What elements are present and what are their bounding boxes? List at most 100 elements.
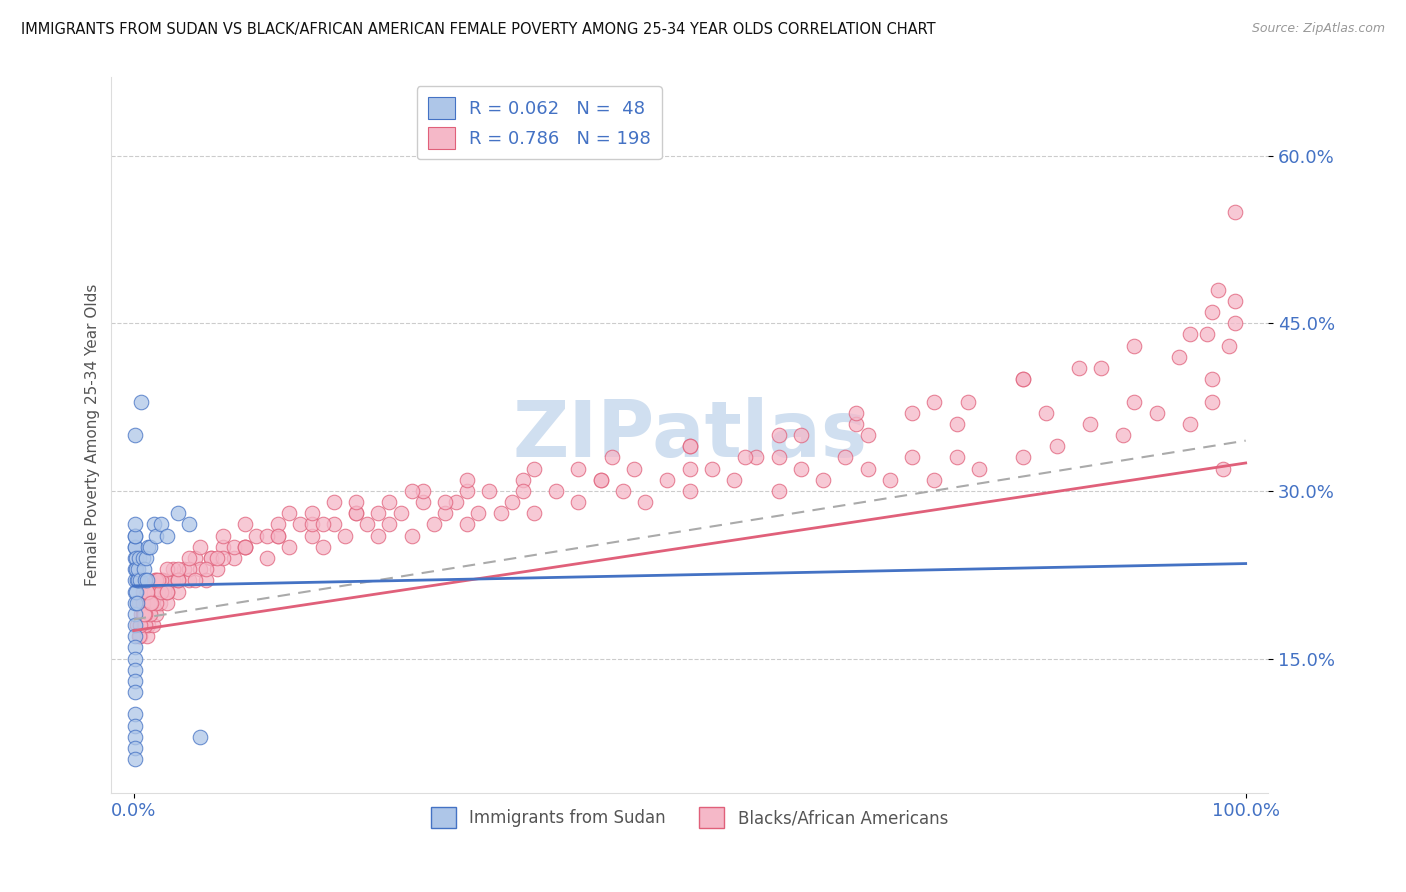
Point bbox=[142, 596, 165, 610]
Point bbox=[423, 517, 446, 532]
Point bbox=[156, 528, 179, 542]
Point bbox=[162, 574, 184, 588]
Point bbox=[135, 596, 157, 610]
Point bbox=[456, 483, 478, 498]
Point bbox=[124, 584, 146, 599]
Point bbox=[811, 473, 834, 487]
Point bbox=[790, 461, 813, 475]
Point bbox=[1035, 406, 1057, 420]
Point bbox=[145, 607, 167, 621]
Point bbox=[131, 584, 153, 599]
Point bbox=[167, 562, 190, 576]
Point bbox=[136, 618, 159, 632]
Point bbox=[124, 730, 146, 744]
Point bbox=[162, 562, 184, 576]
Point bbox=[124, 528, 146, 542]
Point bbox=[312, 540, 335, 554]
Point bbox=[125, 562, 148, 576]
Point bbox=[1046, 439, 1069, 453]
Point bbox=[143, 574, 166, 588]
Point bbox=[1201, 305, 1223, 319]
Point bbox=[412, 495, 434, 509]
Point bbox=[136, 584, 159, 599]
Point bbox=[190, 540, 212, 554]
Point bbox=[523, 461, 546, 475]
Point bbox=[145, 574, 167, 588]
Point bbox=[200, 551, 222, 566]
Point bbox=[367, 528, 389, 542]
Point bbox=[173, 562, 195, 576]
Point bbox=[901, 406, 924, 420]
Point bbox=[290, 517, 312, 532]
Point bbox=[567, 495, 589, 509]
Point bbox=[434, 506, 457, 520]
Point bbox=[125, 618, 148, 632]
Point bbox=[1146, 406, 1168, 420]
Point bbox=[1206, 283, 1229, 297]
Point bbox=[723, 473, 745, 487]
Point bbox=[124, 651, 146, 665]
Point bbox=[924, 394, 946, 409]
Point bbox=[478, 483, 501, 498]
Point bbox=[131, 607, 153, 621]
Point bbox=[179, 562, 201, 576]
Point bbox=[205, 562, 228, 576]
Point bbox=[745, 450, 768, 465]
Point bbox=[124, 540, 146, 554]
Point bbox=[301, 528, 323, 542]
Point bbox=[124, 629, 146, 643]
Point bbox=[134, 607, 156, 621]
Point bbox=[734, 450, 756, 465]
Point bbox=[131, 394, 153, 409]
Point bbox=[184, 551, 207, 566]
Point bbox=[125, 596, 148, 610]
Point bbox=[790, 428, 813, 442]
Point bbox=[134, 574, 156, 588]
Point bbox=[512, 483, 534, 498]
Point bbox=[179, 517, 201, 532]
Point bbox=[267, 528, 290, 542]
Point bbox=[156, 562, 179, 576]
Point bbox=[1223, 204, 1246, 219]
Point bbox=[156, 584, 179, 599]
Point bbox=[1123, 338, 1146, 352]
Point bbox=[322, 495, 344, 509]
Legend: Immigrants from Sudan, Blacks/African Americans: Immigrants from Sudan, Blacks/African Am… bbox=[425, 801, 955, 834]
Point bbox=[1223, 316, 1246, 330]
Point bbox=[153, 584, 176, 599]
Point bbox=[124, 562, 146, 576]
Point bbox=[233, 540, 256, 554]
Point bbox=[401, 483, 423, 498]
Point bbox=[233, 517, 256, 532]
Point bbox=[1012, 372, 1035, 386]
Point bbox=[124, 685, 146, 699]
Point bbox=[401, 528, 423, 542]
Point bbox=[845, 406, 868, 420]
Point bbox=[146, 574, 169, 588]
Point bbox=[211, 551, 233, 566]
Point bbox=[128, 596, 150, 610]
Point bbox=[233, 540, 256, 554]
Point bbox=[127, 574, 149, 588]
Point bbox=[146, 584, 169, 599]
Point bbox=[1195, 327, 1218, 342]
Point bbox=[124, 517, 146, 532]
Point bbox=[344, 506, 367, 520]
Point bbox=[179, 551, 201, 566]
Point bbox=[124, 540, 146, 554]
Point bbox=[136, 584, 159, 599]
Point bbox=[1212, 461, 1234, 475]
Point bbox=[184, 574, 207, 588]
Point bbox=[205, 551, 228, 566]
Point bbox=[768, 450, 790, 465]
Point bbox=[129, 618, 152, 632]
Point bbox=[190, 562, 212, 576]
Point bbox=[138, 596, 160, 610]
Text: IMMIGRANTS FROM SUDAN VS BLACK/AFRICAN AMERICAN FEMALE POVERTY AMONG 25-34 YEAR : IMMIGRANTS FROM SUDAN VS BLACK/AFRICAN A… bbox=[21, 22, 936, 37]
Point bbox=[567, 461, 589, 475]
Point bbox=[523, 506, 546, 520]
Point bbox=[124, 718, 146, 732]
Point bbox=[378, 495, 401, 509]
Point bbox=[136, 540, 159, 554]
Point bbox=[256, 528, 278, 542]
